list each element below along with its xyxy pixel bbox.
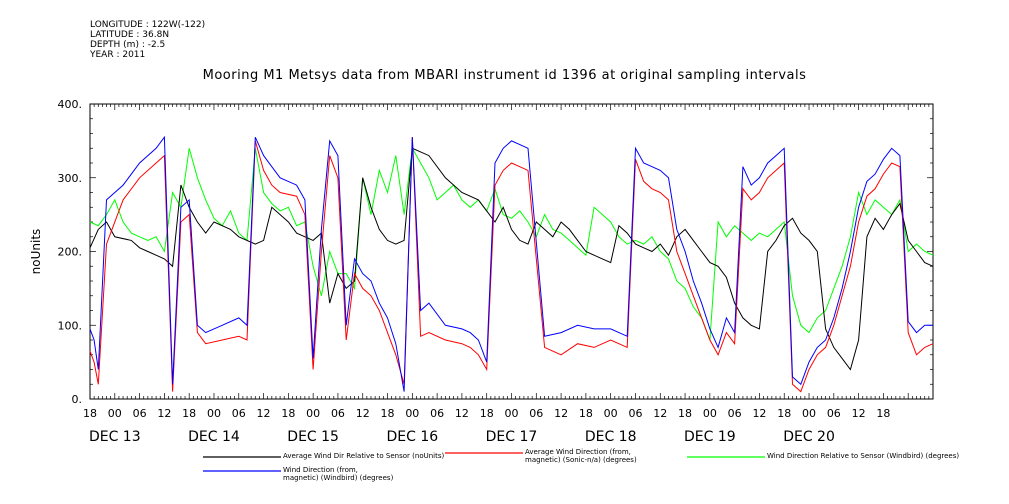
x-day-label: DEC 16 xyxy=(386,429,438,445)
x-tick-label: 12 xyxy=(752,407,766,420)
x-day-label: DEC 14 xyxy=(188,429,240,445)
x-tick-label: 18 xyxy=(281,407,295,420)
series-line-0 xyxy=(89,147,934,371)
x-tick-label: 00 xyxy=(405,407,419,420)
y-tick-label: 200. xyxy=(58,246,83,259)
x-tick-label: 06 xyxy=(430,407,444,420)
x-tick-label: 06 xyxy=(628,407,642,420)
series-line-1 xyxy=(89,137,934,393)
y-tick-label: 0. xyxy=(72,393,83,406)
x-day-label: DEC 13 xyxy=(89,429,141,445)
longitude-text: LONGITUDE : 122W(-122) xyxy=(90,20,206,30)
x-tick-label: 06 xyxy=(232,407,246,420)
x-tick-label: 12 xyxy=(157,407,171,420)
x-day-label: DEC 15 xyxy=(287,429,339,445)
x-tick-label: 12 xyxy=(455,407,469,420)
latitude-text: LATITUDE : 36.8N xyxy=(90,30,170,40)
x-tick-label: 18 xyxy=(480,407,494,420)
x-tick-label: 06 xyxy=(529,407,543,420)
series-line-2 xyxy=(89,146,934,341)
x-tick-label: 06 xyxy=(728,407,742,420)
x-tick-label: 00 xyxy=(306,407,320,420)
plot-frame xyxy=(89,103,934,400)
x-tick-label: 18 xyxy=(381,407,395,420)
x-tick-label: 12 xyxy=(554,407,568,420)
chart-title: Mooring M1 Metsys data from MBARI instru… xyxy=(202,68,807,83)
x-tick-label: 00 xyxy=(505,407,519,420)
x-tick-label: 18 xyxy=(777,407,791,420)
depth-text: DEPTH (m) : -2.5 xyxy=(90,40,166,50)
x-tick-label: 18 xyxy=(182,407,196,420)
legend-label-2: Wind Direction Relative to Sensor (Windb… xyxy=(767,452,960,460)
x-tick-label: 06 xyxy=(331,407,345,420)
x-tick-label: 06 xyxy=(827,407,841,420)
x-tick-label: 00 xyxy=(802,407,816,420)
x-tick-label: 06 xyxy=(133,407,147,420)
y-tick-label: 300. xyxy=(58,172,83,185)
x-tick-label: 00 xyxy=(108,407,122,420)
legend-label-3: Wind Direction (from, magnetic) (Windbir… xyxy=(283,466,394,482)
x-tick-label: 12 xyxy=(257,407,271,420)
legend-label-1: Average Wind Direction (from, magnetic) … xyxy=(525,448,637,464)
x-tick-label: 12 xyxy=(852,407,866,420)
x-day-label: DEC 19 xyxy=(684,429,736,445)
x-tick-label: 00 xyxy=(207,407,221,420)
series-line-3 xyxy=(89,135,933,392)
x-tick-label: 18 xyxy=(579,407,593,420)
x-day-label: DEC 20 xyxy=(783,429,835,445)
y-axis-label: noUnits xyxy=(29,229,43,275)
x-day-label: DEC 17 xyxy=(486,429,538,445)
metadata-block: LONGITUDE : 122W(-122) LATITUDE : 36.8N … xyxy=(90,20,205,60)
legend-label-0: Average Wind Dir Relative to Sensor (noU… xyxy=(283,452,445,460)
x-tick-label: 00 xyxy=(703,407,717,420)
x-tick-label: 18 xyxy=(876,407,890,420)
x-tick-label: 12 xyxy=(356,407,370,420)
x-day-label: DEC 18 xyxy=(585,429,637,445)
y-tick-label: 400. xyxy=(58,98,83,111)
year-text: YEAR : 2011 xyxy=(90,50,146,60)
x-tick-label: 12 xyxy=(653,407,667,420)
y-tick-label: 100. xyxy=(58,319,83,332)
x-tick-label: 18 xyxy=(83,407,97,420)
x-tick-label: 00 xyxy=(604,407,618,420)
x-tick-label: 18 xyxy=(678,407,692,420)
